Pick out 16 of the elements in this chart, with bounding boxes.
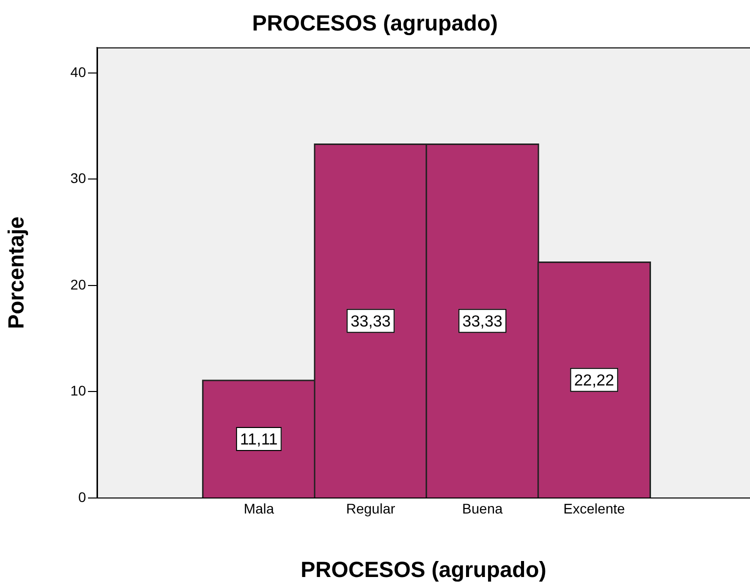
- data-label: 33,33: [350, 313, 391, 330]
- y-axis-title: Porcentaje: [3, 216, 28, 329]
- y-tick-label: 0: [78, 488, 86, 505]
- data-label: 22,22: [574, 372, 614, 390]
- x-tick-label: Regular: [346, 500, 396, 516]
- y-tick-label: 30: [70, 170, 86, 186]
- y-tick-label: 10: [70, 382, 86, 399]
- y-tick-label: 20: [70, 276, 86, 292]
- x-axis-title: PROCESOS (agrupado): [300, 556, 546, 582]
- y-tick-label: 40: [70, 64, 86, 80]
- x-tick-label: Excelente: [563, 500, 626, 516]
- data-label: 11,11: [240, 431, 278, 448]
- x-tick-label: Mala: [244, 500, 274, 516]
- chart-title: PROCESOS (agrupado): [252, 10, 498, 36]
- x-tick-label: Buena: [462, 500, 503, 516]
- data-label: 33,33: [462, 313, 503, 330]
